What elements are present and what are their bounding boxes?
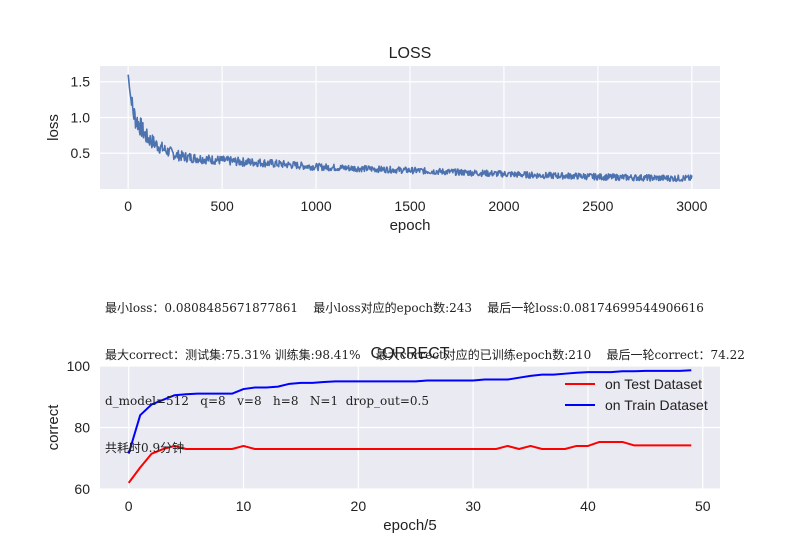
summary-line-params: d_model=512 q=8 v=8 h=8 N=1 drop_out=0.5 [105,394,429,408]
loss-y-tick-label: 1.5 [71,74,91,90]
loss-x-axis-label: epoch [390,217,431,234]
loss-y-tick-label: 1.0 [71,109,91,125]
correct-y-tick-label: 60 [74,481,90,497]
loss-x-tick-label: 500 [210,198,234,214]
training-summary: 最小loss：0.0808485671877861 最小loss对应的epoch… [105,270,800,487]
loss-x-tick-label: 2500 [582,198,613,214]
correct-x-tick-label: 50 [695,498,711,514]
loss-chart-title: LOSS [389,45,432,62]
loss-x-tick-label: 3000 [676,198,707,214]
loss-chart: 0 500 1000 1500 2000 2500 3000 0.5 1.0 1.5 LOSS epo… [45,45,720,234]
summary-line-correct: 最大correct：测试集:75.31% 训练集:98.41% 最大correc… [105,347,745,362]
summary-line-time: 共耗时0.9分钟 [105,440,185,455]
correct-x-tick-label: 10 [236,498,252,514]
loss-x-tick-label: 0 [124,198,132,214]
correct-series-line-0 [127,440,692,484]
correct-y-axis-label: correct [45,404,62,451]
correct-x-tick-label: 0 [125,498,133,514]
correct-x-tick-label: 30 [465,498,481,514]
correct-x-tick-label: 40 [580,498,596,514]
loss-x-tick-label: 2000 [488,198,519,214]
correct-y-tick-label: 100 [67,358,91,374]
legend-label-0: on Test Dataset [605,376,702,392]
correct-chart-title: CORRECT [370,345,449,362]
loss-x-tick-label: 1500 [394,198,425,214]
correct-legend: on Test Dataset on Train Dataset [565,376,708,413]
correct-x-axis-label: epoch/5 [383,517,436,534]
legend-label-1: on Train Dataset [605,397,708,413]
correct-x-tick-label: 20 [351,498,367,514]
correct-chart: 0 10 20 30 40 50 60 80 100 CORRECT epoch/5 correct o… [45,345,720,534]
loss-x-tick-label: 1000 [300,198,331,214]
loss-y-axis-label: loss [45,114,62,141]
loss-series-line-0 [127,74,693,183]
summary-line-loss: 最小loss：0.0808485671877861 最小loss对应的epoch… [105,301,704,315]
loss-y-tick-label: 0.5 [71,145,91,161]
correct-y-tick-label: 80 [74,420,90,436]
correct-series-line-1 [127,369,692,454]
